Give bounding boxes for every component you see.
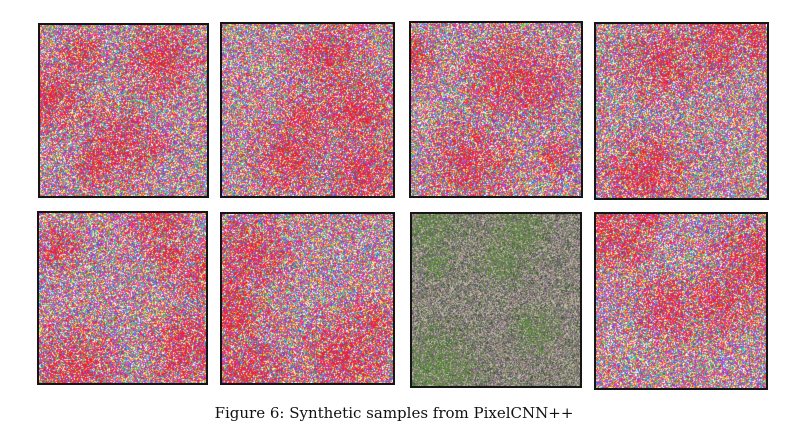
sample-image-6 (220, 212, 395, 385)
sample-image-7 (410, 212, 582, 388)
sample-noise-canvas (411, 23, 581, 196)
sample-noise-canvas (39, 213, 206, 383)
sample-image-4 (594, 22, 769, 200)
sample-image-8 (594, 212, 768, 390)
sample-noise-canvas (596, 24, 767, 198)
sample-noise-canvas (222, 24, 393, 196)
sample-image-5 (37, 211, 208, 385)
sample-noise-canvas (40, 25, 207, 196)
sample-noise-canvas (222, 214, 393, 383)
sample-noise-canvas (412, 214, 580, 386)
sample-image-1 (38, 23, 209, 198)
figure-caption: Figure 6: Synthetic samples from PixelCN… (214, 404, 574, 422)
sample-image-3 (409, 21, 583, 198)
sample-image-2 (220, 22, 395, 198)
sample-noise-canvas (596, 214, 766, 388)
